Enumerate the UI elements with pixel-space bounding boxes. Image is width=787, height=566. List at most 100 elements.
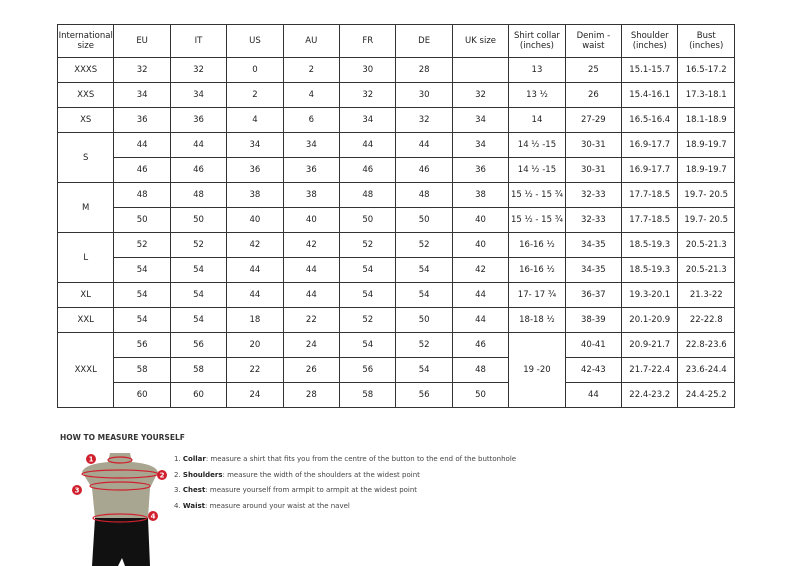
table-cell: 52 bbox=[113, 232, 171, 258]
table-cell: 46 bbox=[113, 157, 171, 183]
table-cell: 18-18 ½ bbox=[508, 307, 566, 333]
table-cell: 56 bbox=[339, 357, 397, 383]
table-cell: 44 bbox=[451, 307, 510, 333]
table-cell: 20.5-21.3 bbox=[677, 257, 735, 283]
table-cell: 34-35 bbox=[564, 257, 623, 283]
marker-4: 4 bbox=[151, 513, 156, 521]
table-cell: 14 bbox=[508, 107, 566, 133]
table-cell: 48 bbox=[113, 182, 171, 208]
column-header: Bust (inches) bbox=[677, 24, 735, 58]
table-cell: 30 bbox=[395, 82, 453, 108]
table-cell: 54 bbox=[113, 282, 171, 308]
table-cell: 58 bbox=[113, 357, 171, 383]
column-header: US bbox=[226, 24, 284, 58]
table-cell: 34 bbox=[339, 107, 397, 133]
table-cell: 6 bbox=[282, 107, 341, 133]
table-cell: 16-16 ½ bbox=[508, 257, 566, 283]
collar-cell: 19 -20 bbox=[508, 332, 566, 408]
table-cell: 32 bbox=[339, 82, 397, 108]
table-cell: 27-29 bbox=[564, 107, 623, 133]
table-cell: 36-37 bbox=[564, 282, 623, 308]
table-cell: 40 bbox=[451, 207, 510, 233]
table-cell: 48 bbox=[395, 182, 453, 208]
size-cell: S bbox=[56, 132, 115, 183]
table-cell: 52 bbox=[339, 232, 397, 258]
table-cell: 16.9-17.7 bbox=[621, 132, 679, 158]
table-cell: 20.5-21.3 bbox=[677, 232, 735, 258]
table-cell: 18.5-19.3 bbox=[621, 232, 679, 258]
table-cell: 38 bbox=[451, 182, 510, 208]
body-measurement-figure: 1 2 3 4 bbox=[72, 453, 167, 566]
table-row: XXL 54 54 18 22 52 50 44 18-18 ½ 38-39 20.1-20.9 22… bbox=[56, 307, 735, 333]
table-cell: 60 bbox=[169, 382, 228, 408]
table-cell: 58 bbox=[339, 382, 397, 408]
table-cell: 19.7- 20.5 bbox=[677, 182, 735, 208]
size-cell: XS bbox=[56, 107, 115, 133]
table-cell: 14 ½ -15 bbox=[508, 157, 566, 183]
table-cell: 15.1-15.7 bbox=[621, 57, 679, 83]
guide-title: HOW TO MEASURE YOURSELF bbox=[60, 433, 185, 442]
table-row: XS 36 36 4 6 34 32 34 14 27-29 16.5-16.4 18.1-18.9 bbox=[56, 107, 735, 133]
table-row: XL 54 54 44 44 54 54 44 17- 17 ¾ 36-37 19.3-20.1 21… bbox=[56, 282, 735, 308]
table-cell: 42 bbox=[282, 232, 341, 258]
table-cell: 19.3-20.1 bbox=[621, 282, 679, 308]
table-cell: 32 bbox=[451, 82, 510, 108]
table-cell: 46 bbox=[339, 157, 397, 183]
table-cell: 28 bbox=[395, 57, 453, 83]
table-cell: 34-35 bbox=[564, 232, 623, 258]
table-cell: 22 bbox=[226, 357, 284, 383]
table-cell: 20.9-21.7 bbox=[621, 332, 679, 358]
table-cell: 54 bbox=[395, 257, 453, 283]
table-cell: 54 bbox=[169, 307, 228, 333]
step-item: 2. Shoulders: measure the width of the s… bbox=[174, 470, 420, 479]
pants bbox=[92, 518, 150, 566]
column-header: EU bbox=[113, 24, 171, 58]
table-cell: 50 bbox=[451, 382, 510, 408]
table-cell: 44 bbox=[564, 382, 623, 408]
table-cell: 34 bbox=[451, 107, 510, 133]
table-cell: 38-39 bbox=[564, 307, 623, 333]
column-header: Shirt collar (inches) bbox=[508, 24, 566, 58]
table-cell: 54 bbox=[113, 307, 171, 333]
table-cell: 16.9-17.7 bbox=[621, 157, 679, 183]
table-cell: 24 bbox=[282, 332, 341, 358]
measure-steps: 1. Collar: measure a shirt that fits you… bbox=[174, 452, 516, 514]
table-cell: 56 bbox=[113, 332, 171, 358]
table-row: XXS 34 34 2 4 32 30 32 13 ½ 26 15.4-16.1 17.3-18.1 bbox=[56, 82, 735, 108]
table-cell: 56 bbox=[169, 332, 228, 358]
table-cell: 34 bbox=[113, 82, 171, 108]
table-cell: 22-22.8 bbox=[677, 307, 735, 333]
table-cell: 22 bbox=[282, 307, 341, 333]
table-cell: 42-43 bbox=[564, 357, 623, 383]
table-cell: 44 bbox=[451, 282, 510, 308]
table-row: XXXS 32 32 0 2 30 28 13 25 15.1-15.7 16.5-17.2 bbox=[56, 57, 735, 83]
column-header: FR bbox=[339, 24, 397, 58]
column-header: Shoulder (inches) bbox=[621, 24, 679, 58]
table-cell: 18.5-19.3 bbox=[621, 257, 679, 283]
table-cell: 15.4-16.1 bbox=[621, 82, 679, 108]
table-cell: 18.1-18.9 bbox=[677, 107, 735, 133]
column-header: Denim - waist bbox=[564, 24, 623, 58]
table-cell: 15 ½ - 15 ¾ bbox=[508, 207, 566, 233]
table-cell: 21.3-22 bbox=[677, 282, 735, 308]
size-cell: XXXL bbox=[56, 332, 115, 408]
table-cell: 20 bbox=[226, 332, 284, 358]
table-cell: 34 bbox=[169, 82, 228, 108]
table-cell: 50 bbox=[169, 207, 228, 233]
table-cell: 28 bbox=[282, 382, 341, 408]
table-cell: 0 bbox=[226, 57, 284, 83]
table-cell: 36 bbox=[451, 157, 510, 183]
table-cell: 42 bbox=[226, 232, 284, 258]
size-cell: XXS bbox=[56, 82, 115, 108]
marker-2: 2 bbox=[160, 472, 165, 480]
table-row: 58 58 22 26 56 54 48 42-43 21.7-22.4 23.6-24.4 bbox=[58, 357, 735, 383]
table-cell: 24.4-25.2 bbox=[677, 382, 735, 408]
table-cell: 38 bbox=[226, 182, 284, 208]
table-cell: 50 bbox=[395, 307, 453, 333]
table-cell: 44 bbox=[226, 282, 284, 308]
table-cell: 25 bbox=[564, 57, 623, 83]
table-cell: 50 bbox=[339, 207, 397, 233]
table-cell: 44 bbox=[395, 132, 453, 158]
table-cell: 54 bbox=[339, 332, 397, 358]
table-cell: 60 bbox=[113, 382, 171, 408]
